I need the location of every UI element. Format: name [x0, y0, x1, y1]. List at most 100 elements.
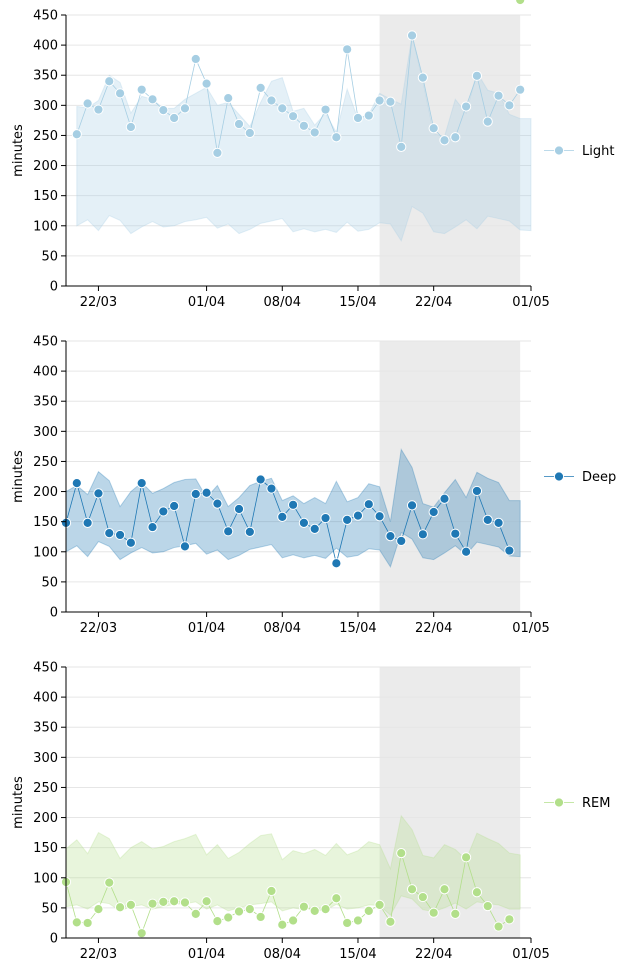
data-point [417, 529, 428, 540]
data-point [406, 884, 418, 895]
y-tick-label: 400 [33, 365, 58, 380]
data-point [201, 487, 212, 498]
data-point [169, 112, 180, 124]
x-tick-label: 22/04 [415, 295, 452, 310]
data-point [244, 526, 255, 538]
y-axis-title: minutes [11, 124, 26, 177]
data-point [385, 916, 396, 927]
data-point [114, 902, 126, 913]
x-tick-label: 15/04 [339, 295, 376, 310]
x-tick-label: 01/04 [188, 947, 225, 962]
legend-marker [553, 797, 565, 808]
data-point [93, 104, 104, 115]
data-point [493, 517, 504, 528]
data-point [255, 82, 266, 93]
data-point [201, 896, 212, 907]
data-point [363, 499, 374, 510]
data-point [385, 531, 396, 542]
x-tick-label: 22/03 [80, 621, 117, 636]
data-point [298, 517, 310, 528]
legend-marker [553, 145, 565, 156]
data-point [482, 514, 493, 525]
y-tick-label: 0 [50, 606, 58, 621]
data-point [309, 127, 320, 138]
x-tick-label: 08/04 [264, 947, 301, 962]
x-tick-label: 01/05 [512, 295, 549, 310]
data-point [93, 903, 104, 915]
data-point [223, 93, 234, 104]
y-tick-label: 50 [41, 901, 58, 916]
data-point [136, 928, 147, 939]
data-point [82, 98, 93, 109]
data-point [223, 912, 234, 923]
x-tick-label: 22/03 [80, 947, 117, 962]
y-tick-label: 0 [50, 280, 58, 295]
y-tick-label: 250 [33, 781, 58, 796]
data-point [396, 535, 407, 547]
y-tick-label: 150 [33, 189, 58, 204]
data-point [320, 903, 331, 915]
data-point [461, 101, 472, 112]
data-point [136, 84, 147, 95]
data-point [158, 896, 169, 907]
data-point [255, 911, 266, 923]
data-point [461, 546, 472, 557]
data-point [396, 141, 407, 152]
data-point [428, 907, 439, 918]
data-point [482, 116, 493, 127]
y-tick-label: 300 [33, 751, 58, 766]
data-point [158, 506, 169, 517]
data-point [190, 53, 201, 65]
data-point [428, 506, 439, 518]
y-tick-label: 200 [33, 811, 58, 826]
x-tick-label: 15/04 [339, 947, 376, 962]
x-tick-label: 22/04 [415, 947, 452, 962]
shaded-span [379, 667, 521, 938]
data-point [223, 526, 234, 537]
y-tick-label: 100 [33, 219, 58, 234]
y-tick-label: 350 [33, 395, 58, 410]
data-point [179, 897, 191, 908]
data-point [212, 498, 223, 509]
data-point [309, 523, 320, 534]
data-point [504, 100, 515, 111]
data-point [352, 112, 364, 124]
data-point [342, 44, 353, 55]
x-tick-label: 22/03 [80, 295, 117, 310]
data-point [352, 510, 364, 521]
data-point [428, 123, 439, 134]
data-point [179, 541, 191, 552]
data-point [287, 499, 299, 510]
y-tick-label: 300 [33, 99, 58, 114]
data-point [169, 500, 180, 512]
data-point [147, 898, 158, 909]
legend-marker [553, 471, 565, 482]
data-point [287, 915, 299, 926]
y-tick-label: 50 [41, 249, 58, 264]
y-tick-label: 50 [41, 575, 58, 590]
data-point [396, 847, 407, 859]
data-point [439, 884, 450, 895]
data-point [277, 103, 288, 114]
y-tick-label: 450 [33, 9, 58, 24]
data-point [169, 896, 180, 907]
x-tick-label: 01/05 [512, 947, 549, 962]
data-point [331, 558, 342, 569]
data-point [298, 901, 310, 912]
data-point [439, 493, 450, 504]
legend-label: Light [582, 144, 614, 159]
data-point [461, 852, 472, 863]
data-point [342, 917, 353, 929]
data-point [352, 915, 364, 926]
data-point [179, 103, 191, 114]
data-point [471, 485, 483, 497]
legend-label: REM [582, 796, 610, 811]
data-point [374, 95, 385, 106]
shaded-span [379, 341, 521, 612]
data-point [374, 899, 385, 910]
data-point [233, 906, 245, 917]
data-point [363, 110, 374, 121]
data-point [450, 132, 461, 143]
y-tick-label: 100 [33, 545, 58, 560]
data-point [71, 917, 82, 928]
